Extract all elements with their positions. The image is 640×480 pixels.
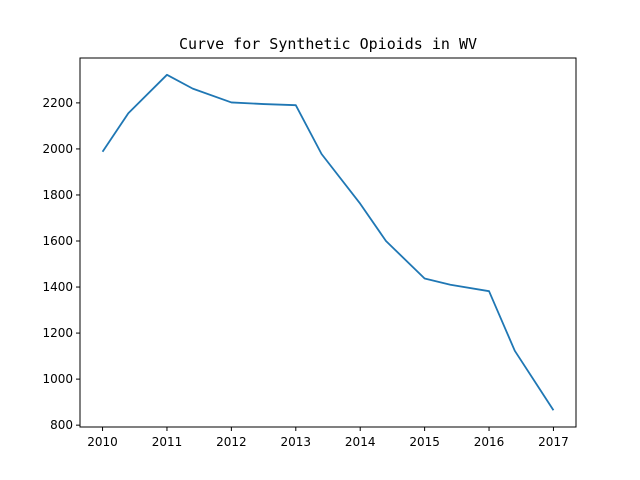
x-tick-label: 2010	[87, 435, 118, 449]
y-tick-label: 1600	[42, 234, 73, 248]
x-tick-label: 2013	[281, 435, 312, 449]
y-tick-label: 1400	[42, 280, 73, 294]
x-tick-label: 2014	[345, 435, 376, 449]
y-tick-label: 800	[50, 418, 73, 432]
y-axis: 800 1000 1200 1400 1600 1800 2000 2200	[42, 96, 80, 432]
x-tick-label: 2012	[216, 435, 247, 449]
series-line-0	[101, 73, 555, 411]
x-axis: 2010 2011 2012 2013 2014 2015 2016 2017	[87, 427, 569, 449]
y-tick-label: 1800	[42, 188, 73, 202]
y-tick-label: 2200	[42, 96, 73, 110]
y-tick-label: 2000	[42, 142, 73, 156]
chart-title: Curve for Synthetic Opioids in WV	[179, 35, 477, 53]
axes-frame	[79, 57, 577, 428]
x-tick-label: 2015	[409, 435, 440, 449]
y-tick-label: 1200	[42, 326, 73, 340]
x-tick-label: 2017	[538, 435, 569, 449]
x-tick-label: 2016	[474, 435, 505, 449]
plot-area	[101, 73, 555, 411]
y-tick-label: 1000	[42, 372, 73, 386]
x-tick-label: 2011	[152, 435, 183, 449]
